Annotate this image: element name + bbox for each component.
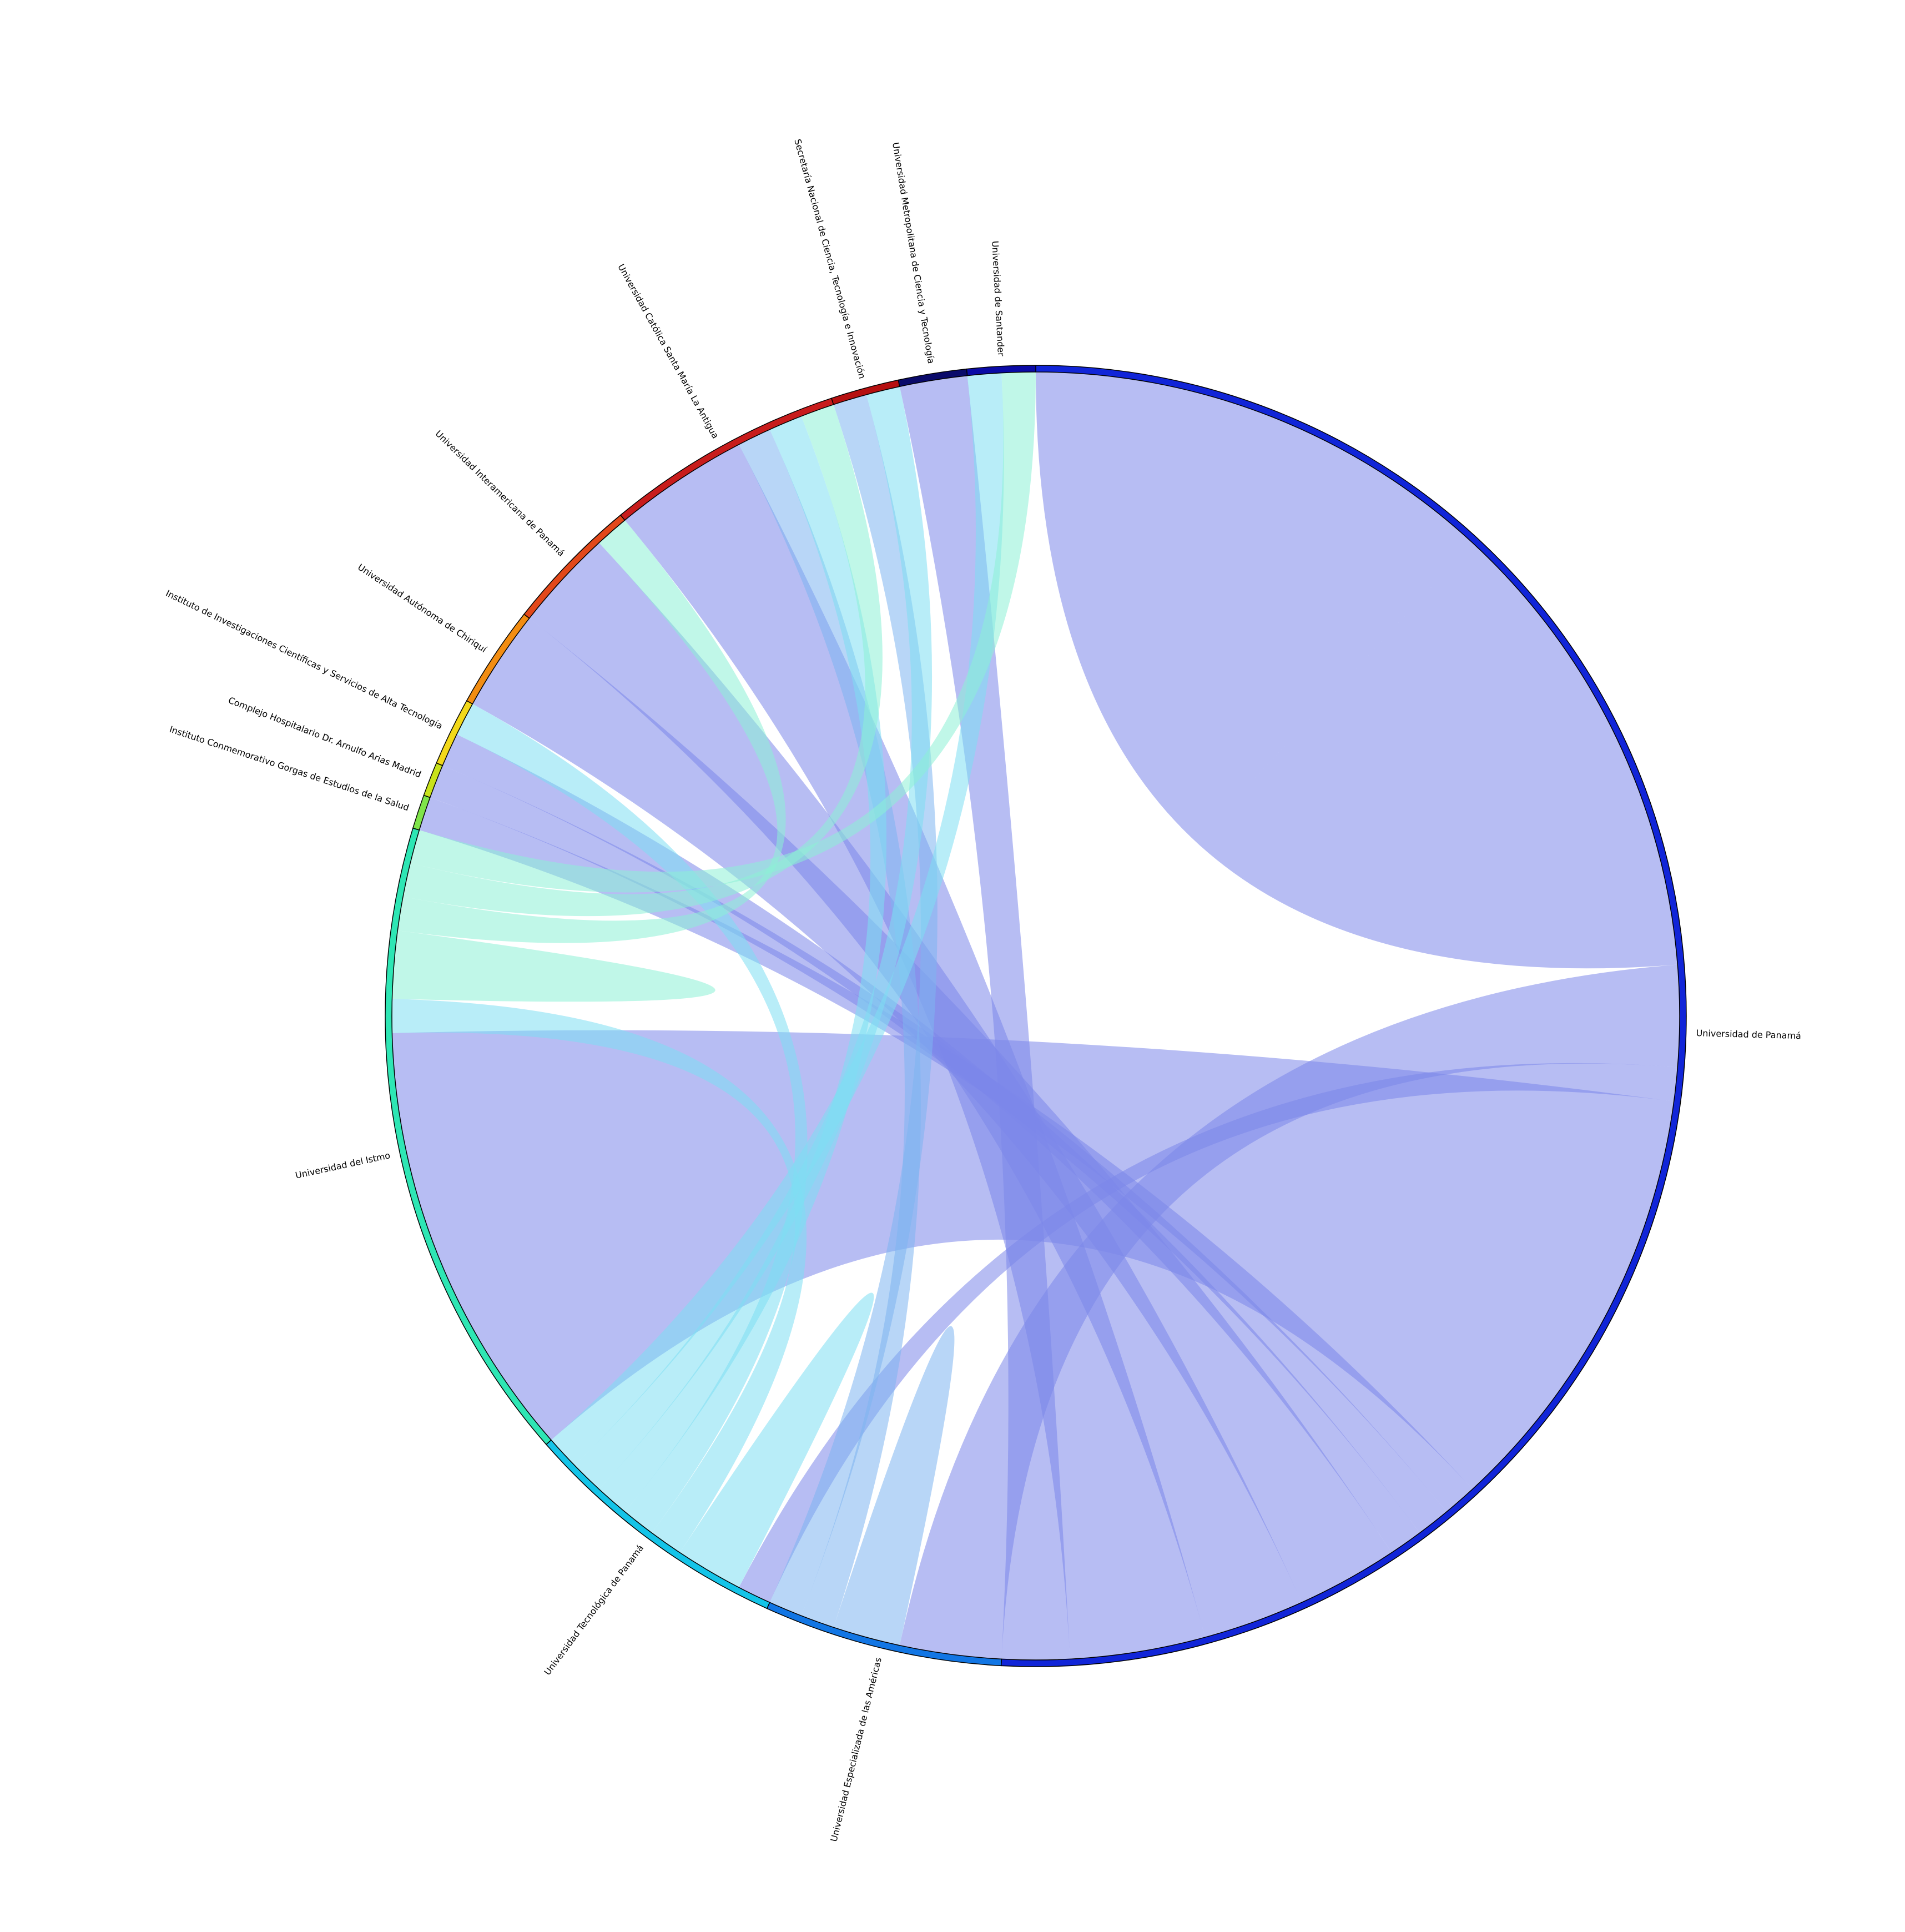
node-label: Universidad Especializada de las América… bbox=[828, 1657, 883, 1843]
chord-ribbon bbox=[392, 930, 715, 1002]
chord-ribbon bbox=[472, 618, 1392, 1603]
node-label: Universidad Metropolitana de Ciencia y T… bbox=[890, 142, 936, 365]
node-label: Universidad Católica Santa María La Anti… bbox=[616, 262, 720, 440]
node-label: Universidad de Santander bbox=[990, 240, 1006, 356]
arc-layer bbox=[385, 365, 1687, 1667]
node-arc bbox=[966, 365, 1036, 376]
chord-ribbon bbox=[624, 444, 1206, 1659]
node-label: Secretaría Nacional de Ciencia, Tecnolog… bbox=[792, 138, 868, 380]
chord-ribbon bbox=[551, 373, 1004, 1466]
node-label: Universidad del Istmo bbox=[294, 1150, 391, 1180]
node-label: Universidad Autónoma de Chiriquí bbox=[356, 562, 489, 655]
chord-ribbon bbox=[833, 1326, 955, 1646]
chord-ribbon bbox=[529, 542, 1302, 1638]
node-label: Universidad Interamericana de Panamá bbox=[434, 428, 567, 559]
chord-ribbon bbox=[574, 386, 933, 1490]
chord-ribbon bbox=[1036, 372, 1678, 969]
chord-ribbon bbox=[403, 404, 883, 917]
node-label: Instituto Conmemorativo Gorgas de Estudi… bbox=[168, 724, 411, 813]
node-label: Universidad Tecnológica de Panamá bbox=[542, 1543, 646, 1677]
chord-ribbon bbox=[899, 375, 1070, 1661]
node-label: Instituto de Investigaciones Científicas… bbox=[164, 588, 445, 731]
node-label: Universidad de Panamá bbox=[1696, 1028, 1801, 1041]
chord-ribbon bbox=[679, 1292, 874, 1588]
chord-ribbon bbox=[739, 1063, 1678, 1603]
chord-ribbon bbox=[397, 520, 786, 943]
ribbon-layer bbox=[392, 372, 1680, 1661]
